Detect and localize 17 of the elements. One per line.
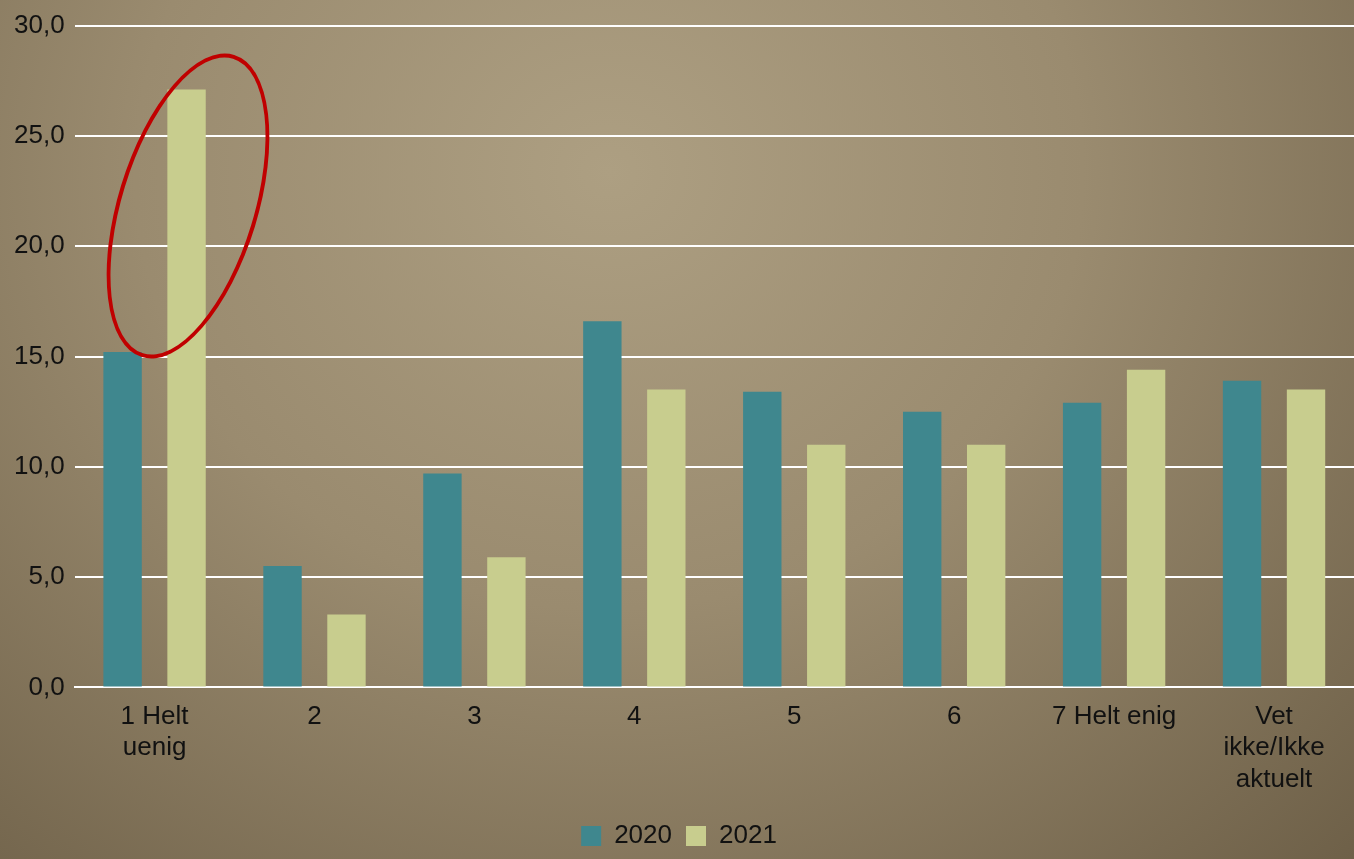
x-tick-label: Vet ikke/Ikke aktuelt xyxy=(1223,700,1325,793)
y-tick-label: 10,0 xyxy=(13,449,65,480)
y-tick-label: 5,0 xyxy=(28,560,65,591)
y-tick-label: 20,0 xyxy=(13,229,65,260)
x-tick-label: 4 xyxy=(627,700,642,731)
x-tick-label: 3 xyxy=(467,700,482,731)
legend-label: 2020 xyxy=(614,819,672,850)
x-tick-label: 6 xyxy=(946,700,962,731)
x-tick-label: 5 xyxy=(787,700,802,731)
x-tick-label: 2 xyxy=(307,700,322,731)
x-tick-label: 7 Helt enig xyxy=(1051,700,1177,731)
legend-label: 2021 xyxy=(719,819,777,850)
y-tick-label: 0,0 xyxy=(28,670,65,701)
x-tick-label: 1 Helt uenig xyxy=(120,700,190,762)
y-tick-label: 25,0 xyxy=(13,119,65,150)
y-tick-label: 15,0 xyxy=(13,339,65,370)
y-tick-label: 30,0 xyxy=(13,8,65,39)
